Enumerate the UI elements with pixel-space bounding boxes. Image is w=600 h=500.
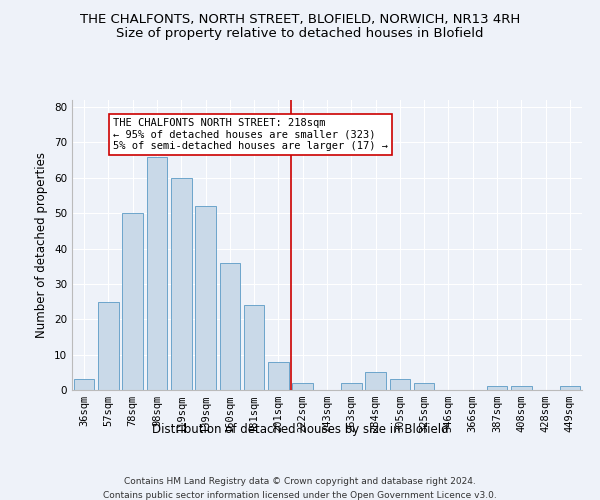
- Bar: [389, 380, 410, 390]
- Bar: [195, 206, 216, 390]
- Bar: [292, 383, 313, 390]
- Text: THE CHALFONTS, NORTH STREET, BLOFIELD, NORWICH, NR13 4RH: THE CHALFONTS, NORTH STREET, BLOFIELD, N…: [80, 12, 520, 26]
- Bar: [220, 262, 240, 390]
- Bar: [171, 178, 191, 390]
- Bar: [414, 383, 434, 390]
- Bar: [74, 380, 94, 390]
- Bar: [268, 362, 289, 390]
- Bar: [98, 302, 119, 390]
- Bar: [511, 386, 532, 390]
- Bar: [365, 372, 386, 390]
- Bar: [146, 156, 167, 390]
- Text: Size of property relative to detached houses in Blofield: Size of property relative to detached ho…: [116, 28, 484, 40]
- Y-axis label: Number of detached properties: Number of detached properties: [35, 152, 49, 338]
- Bar: [560, 386, 580, 390]
- Bar: [122, 213, 143, 390]
- Text: Contains public sector information licensed under the Open Government Licence v3: Contains public sector information licen…: [103, 491, 497, 500]
- Bar: [487, 386, 508, 390]
- Text: Contains HM Land Registry data © Crown copyright and database right 2024.: Contains HM Land Registry data © Crown c…: [124, 478, 476, 486]
- Bar: [244, 305, 265, 390]
- Text: THE CHALFONTS NORTH STREET: 218sqm
← 95% of detached houses are smaller (323)
5%: THE CHALFONTS NORTH STREET: 218sqm ← 95%…: [113, 118, 388, 151]
- Text: Distribution of detached houses by size in Blofield: Distribution of detached houses by size …: [152, 422, 448, 436]
- Bar: [341, 383, 362, 390]
